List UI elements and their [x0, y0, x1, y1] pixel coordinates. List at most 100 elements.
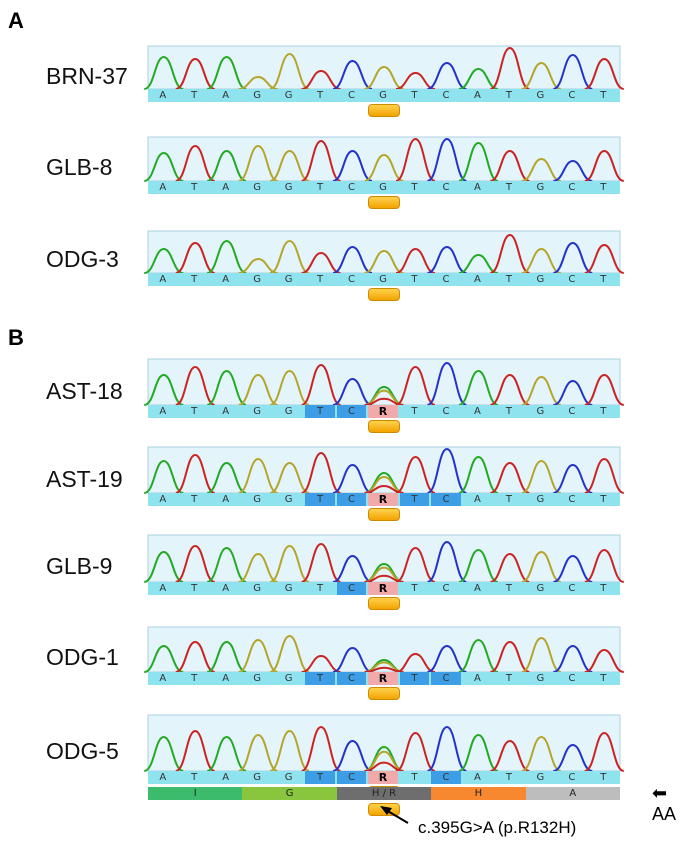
trace-peak [521, 459, 562, 494]
sample-label-glb-9: GLB-9 [46, 553, 113, 579]
base-call: C [568, 494, 576, 505]
base-call: T [191, 583, 198, 594]
base-call: C [568, 673, 576, 684]
mutation-marker [368, 508, 401, 521]
trace-peak [395, 455, 436, 494]
trace-peak [332, 554, 373, 583]
trace-peak [584, 57, 625, 90]
trace-peak [364, 566, 404, 583]
trace-peak [364, 397, 404, 406]
trace-peak [426, 725, 467, 772]
trace-peak [458, 67, 499, 90]
base-call: T [191, 90, 198, 101]
sample-label-odg-5: ODG-5 [46, 738, 119, 764]
base-call: G [536, 772, 545, 783]
base-call: T [505, 274, 512, 285]
base-call: G [284, 274, 293, 285]
base-call: C [442, 583, 450, 594]
trace-peak [269, 369, 310, 406]
trace-peak [426, 540, 467, 583]
trace-peak [206, 239, 247, 274]
trace-peak [175, 57, 216, 90]
trace-peak [364, 153, 404, 182]
base-call: A [473, 772, 481, 783]
base-call: A [473, 406, 481, 417]
base-call: T [305, 405, 335, 418]
base-call: T [411, 772, 418, 783]
base-call: T [600, 182, 607, 193]
amino-acid-segment: H / R [336, 787, 432, 800]
trace-peak [364, 661, 404, 673]
trace-peak [332, 59, 373, 90]
base-call: C [336, 672, 367, 685]
base-call: G [284, 583, 293, 594]
base-call: C [442, 406, 450, 417]
trace-peak [553, 644, 593, 673]
base-call: C [336, 771, 367, 784]
trace-peak [269, 729, 310, 772]
base-call: G [284, 90, 293, 101]
base-call: T [191, 406, 198, 417]
trace-peak [584, 548, 625, 583]
trace-peak [269, 52, 310, 90]
trace-peak [552, 53, 593, 90]
trace-peak [584, 648, 625, 673]
base-call: T [191, 673, 198, 684]
trace-peak [301, 725, 342, 772]
base-call: T [600, 90, 607, 101]
trace-peak [521, 247, 562, 274]
base-call: C [431, 672, 461, 685]
trace-peak [206, 369, 247, 406]
trace-peak [143, 644, 184, 673]
mutation-marker [368, 420, 401, 433]
base-call: A [473, 90, 481, 101]
amino-acid-segment: H [431, 787, 526, 800]
base-call: T [317, 90, 324, 101]
chromatogram-trace [143, 357, 625, 406]
base-call: G [536, 673, 545, 684]
trace-peak [584, 243, 625, 274]
trace-peak [175, 365, 216, 406]
base-call: A [159, 274, 167, 285]
trace-peak [238, 75, 278, 90]
trace-peak [301, 69, 341, 90]
base-call: A [159, 406, 167, 417]
base-call: C [348, 274, 356, 285]
base-call: A [222, 583, 230, 594]
sample-label-odg-1: ODG-1 [46, 644, 119, 670]
trace-peak [269, 239, 310, 274]
chromatogram-trace [143, 229, 625, 274]
trace-peak [490, 739, 530, 772]
trace-peak [395, 546, 436, 583]
trace-peak [364, 249, 404, 274]
trace-peak [301, 451, 342, 494]
base-call: T [505, 406, 512, 417]
trace-peak [553, 554, 593, 583]
trace-peak [206, 735, 247, 772]
base-call: A [159, 182, 167, 193]
base-call: A [159, 90, 167, 101]
base-call: A [473, 274, 481, 285]
trace-peak [206, 55, 247, 90]
base-call: C [568, 772, 576, 783]
base-call: T [600, 406, 607, 417]
base-call: T [399, 493, 430, 506]
base-call: T [411, 90, 418, 101]
trace-peak [395, 652, 436, 673]
base-call: G [536, 494, 545, 505]
chromatogram-trace [143, 533, 625, 583]
base-call: A [473, 673, 481, 684]
base-call: R [368, 771, 398, 784]
base-call: C [348, 182, 356, 193]
mutation-marker [368, 288, 401, 301]
base-call: T [411, 274, 418, 285]
base-call: G [536, 406, 545, 417]
trace-peak [364, 484, 404, 494]
base-call: T [191, 494, 198, 505]
trace-peak [301, 363, 342, 406]
trace-peak [332, 646, 373, 673]
trace-peak [238, 144, 279, 182]
mutation-label: c.395G>A (p.R132H) [418, 818, 577, 837]
